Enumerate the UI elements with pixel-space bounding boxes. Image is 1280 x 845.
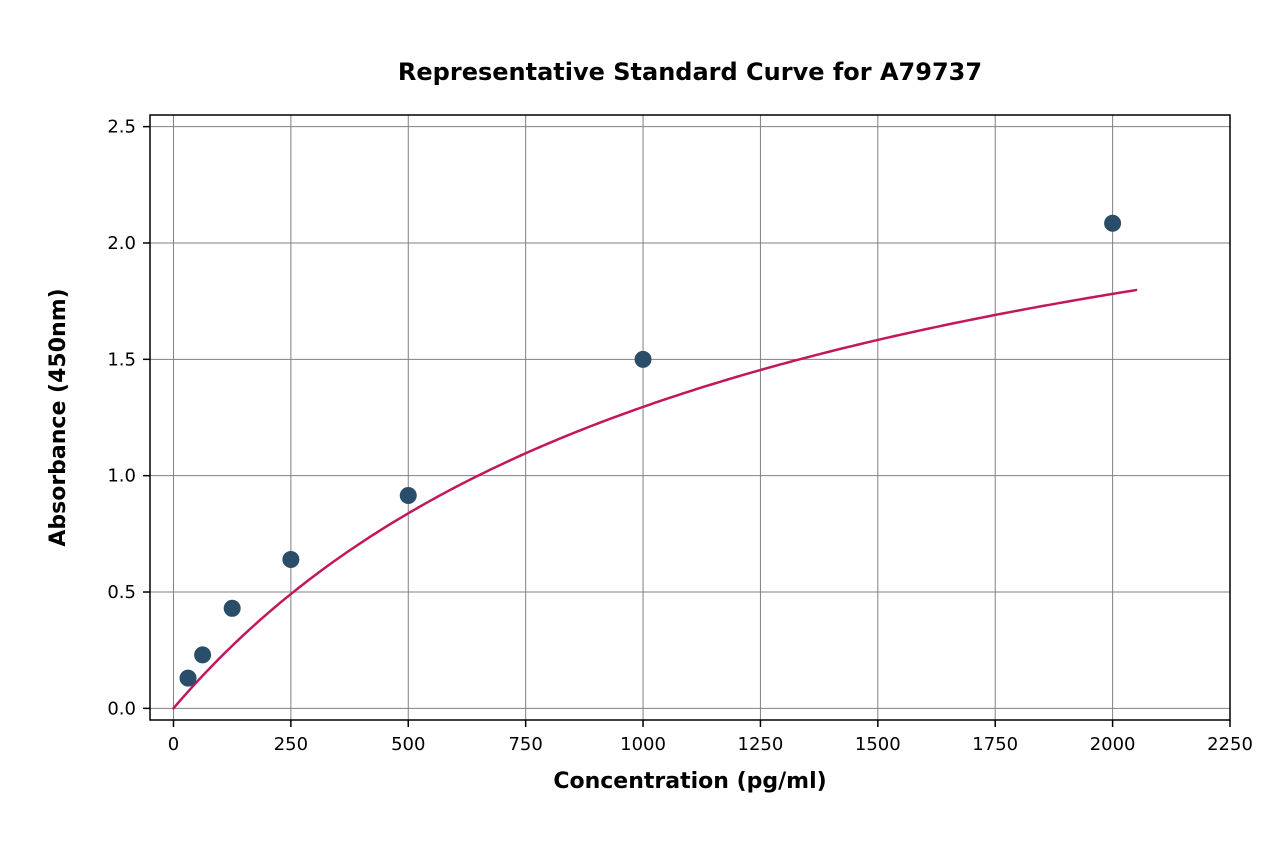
x-tick-label: 0 [168,734,179,755]
x-tick-label: 500 [391,734,425,755]
x-tick-label: 2000 [1090,734,1136,755]
data-point [1105,215,1121,231]
chart-container: 0 250 500 750 1000 1250 1500 1750 2000 2250 0.0 0.5… [0,0,1280,845]
y-tick-label: 2.5 [107,117,136,138]
y-axis-label: Absorbance (450nm) [46,288,71,546]
x-tick-label: 750 [508,734,542,755]
x-tick-label: 1500 [855,734,901,755]
data-point [635,351,651,367]
chart-title: Representative Standard Curve for A79737 [398,58,982,86]
data-point [283,551,299,567]
data-point [224,600,240,616]
y-tick-label: 2.0 [107,233,136,254]
x-tick-label: 2250 [1207,734,1253,755]
x-axis-label: Concentration (pg/ml) [553,769,826,794]
y-tick-label: 1.5 [107,349,136,370]
data-point [180,670,196,686]
x-tick-label: 1750 [972,734,1018,755]
data-point [400,487,416,503]
y-tick-label: 0.0 [107,698,136,719]
x-tick-label: 1000 [620,734,666,755]
x-tick-label: 1250 [738,734,784,755]
y-tick-label: 0.5 [107,582,136,603]
data-point [195,647,211,663]
x-tick-label: 250 [274,734,308,755]
y-tick-label: 1.0 [107,466,136,487]
standard-curve-chart: 0 250 500 750 1000 1250 1500 1750 2000 2250 0.0 0.5… [0,0,1280,845]
